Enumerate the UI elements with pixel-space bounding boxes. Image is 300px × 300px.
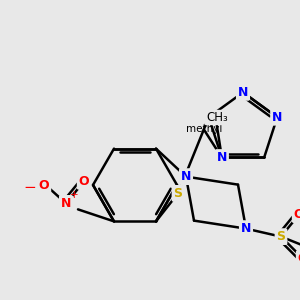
Text: N: N <box>61 197 71 210</box>
Text: N: N <box>217 151 227 164</box>
Text: N: N <box>238 86 248 99</box>
Text: CH₃: CH₃ <box>206 111 228 124</box>
Text: methyl: methyl <box>186 124 222 134</box>
Text: O: O <box>294 208 300 221</box>
Text: S: S <box>277 230 286 243</box>
Text: S: S <box>173 187 182 200</box>
Text: N: N <box>181 170 191 183</box>
Text: +: + <box>70 190 78 200</box>
Text: O: O <box>298 252 300 265</box>
Text: −: − <box>24 180 36 195</box>
Text: O: O <box>39 179 49 192</box>
Text: N: N <box>241 222 251 235</box>
Text: O: O <box>79 175 89 188</box>
Text: N: N <box>272 111 282 124</box>
